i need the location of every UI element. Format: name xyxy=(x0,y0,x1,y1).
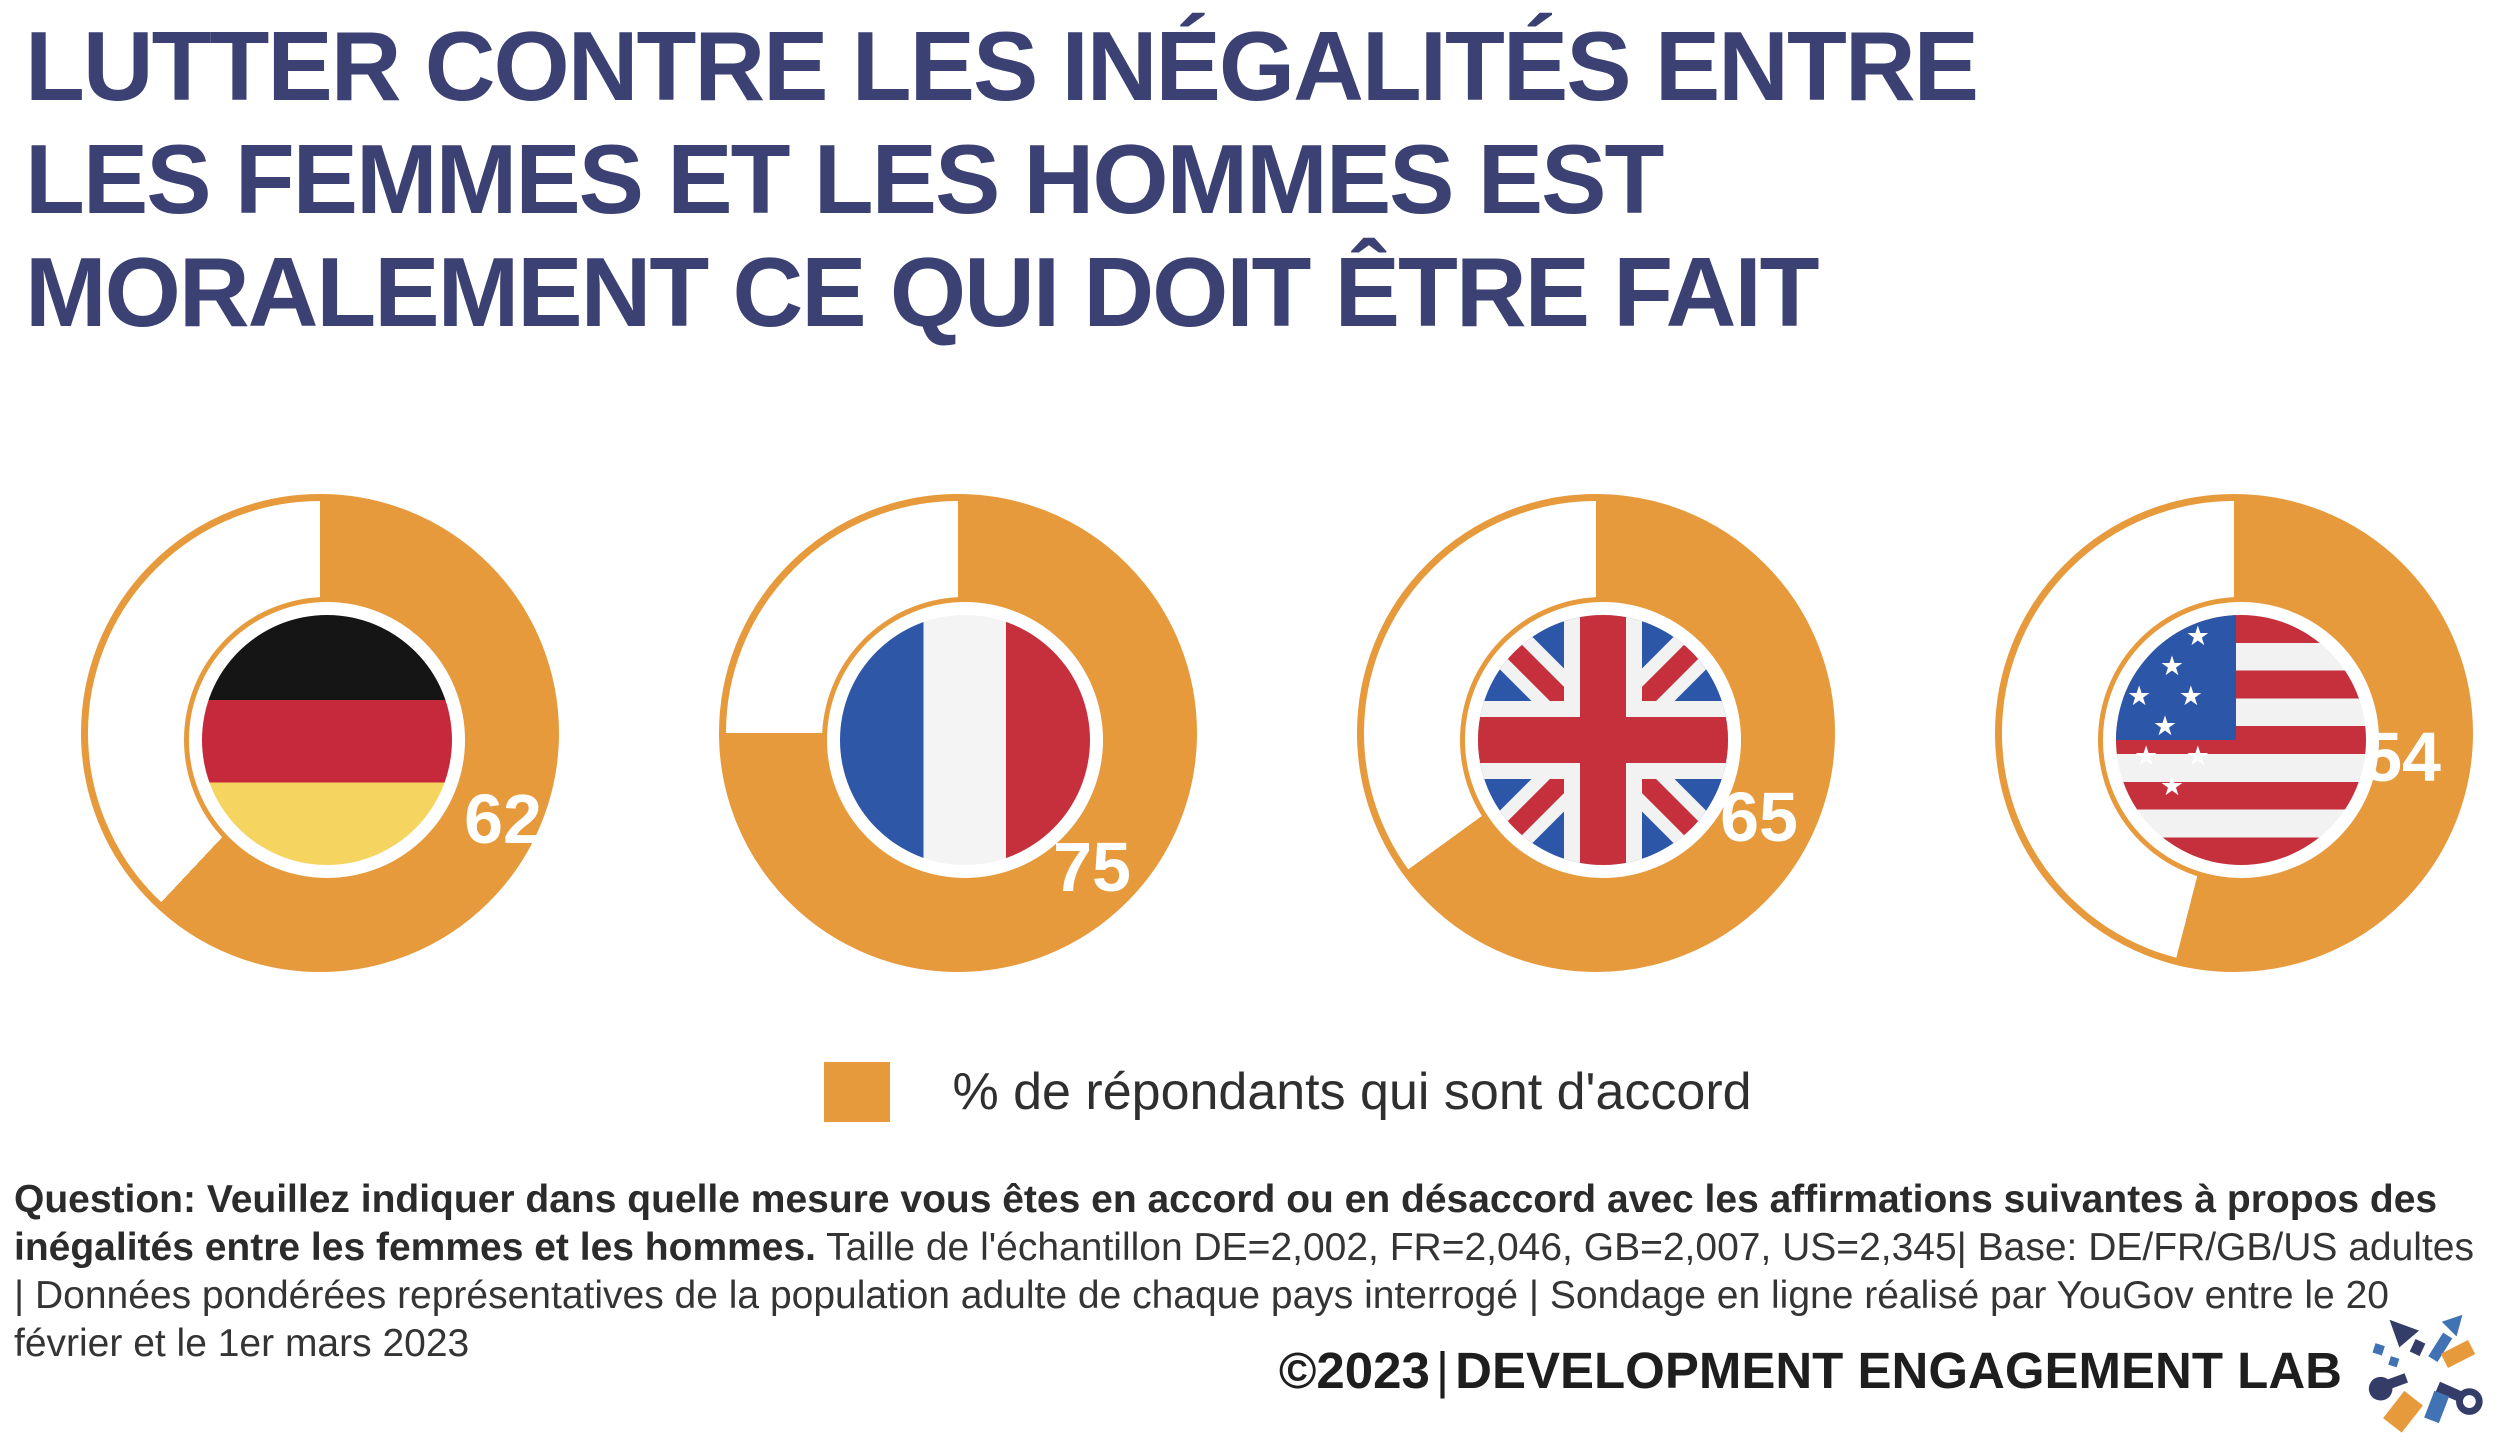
footnote: Question: Veuillez indiquer dans quelle … xyxy=(14,1176,2476,1368)
germany-flag-stripes xyxy=(202,615,452,865)
development-engagement-lab-logo-icon xyxy=(2368,1314,2483,1433)
usa-flag-icon xyxy=(2116,615,2366,865)
usa-flag-stripes xyxy=(2116,615,2366,865)
donut-chart-germany: 62 xyxy=(81,494,559,972)
donut-charts-row: 62 75 65 xyxy=(81,494,2473,972)
value-label-usa: 54 xyxy=(2363,718,2441,796)
legend-label: % de répondants qui sont d'accord xyxy=(952,1063,1752,1121)
org-name-bold: DEVELOPMENT xyxy=(1455,1341,1844,1399)
germany-flag-icon xyxy=(202,615,452,865)
value-label-germany: 62 xyxy=(464,780,542,858)
uk-flag-unionjack xyxy=(1478,615,1728,865)
legend: % de répondants qui sont d'accord xyxy=(38,1062,2500,1122)
attribution-text: ©2023 | DEVELOPMENT ENGAGEMENT LAB xyxy=(1279,1341,2342,1400)
donut-chart-uk: 65 xyxy=(1357,494,1835,972)
title-line-2: LES FEMMES ET LES HOMMES EST xyxy=(25,124,1664,234)
usa-flag-stars xyxy=(2118,741,2236,801)
attribution: ©2023 | DEVELOPMENT ENGAGEMENT LAB xyxy=(1279,1300,2494,1440)
title-line-1: LUTTER CONTRE LES INÉGALITÉS ENTRE xyxy=(25,11,1979,121)
usa-flag-stars xyxy=(2116,681,2236,741)
value-label-uk: 65 xyxy=(1720,778,1798,856)
france-flag-stripes xyxy=(840,615,1090,865)
legend-swatch-icon xyxy=(824,1062,891,1122)
usa-flag-canton xyxy=(2116,615,2236,740)
page-title: LUTTER CONTRE LES INÉGALITÉS ENTRE LES F… xyxy=(25,10,1979,349)
france-flag-icon xyxy=(840,615,1090,865)
uk-flag-icon xyxy=(1478,615,1728,865)
usa-flag-stars xyxy=(2118,621,2236,681)
footnote-methodology: Taille de l'échantillon DE=2,002, FR=2,0… xyxy=(14,1226,2474,1365)
org-name-regular: ENGAGEMENT LAB xyxy=(1857,1341,2343,1399)
copyright-year: ©2023 xyxy=(1278,1341,1430,1399)
value-label-france: 75 xyxy=(1053,828,1131,906)
donut-chart-usa: 54 xyxy=(1995,494,2473,972)
attribution-separator: | xyxy=(1435,1341,1450,1399)
footnote-question: Question: Veuillez indiquer dans quelle … xyxy=(14,1178,2438,1269)
title-line-3: MORALEMENT CE QUI DOIT ÊTRE FAIT xyxy=(25,237,1820,347)
uk-flag-cross xyxy=(1478,717,1728,763)
donut-chart-france: 75 xyxy=(719,494,1197,972)
